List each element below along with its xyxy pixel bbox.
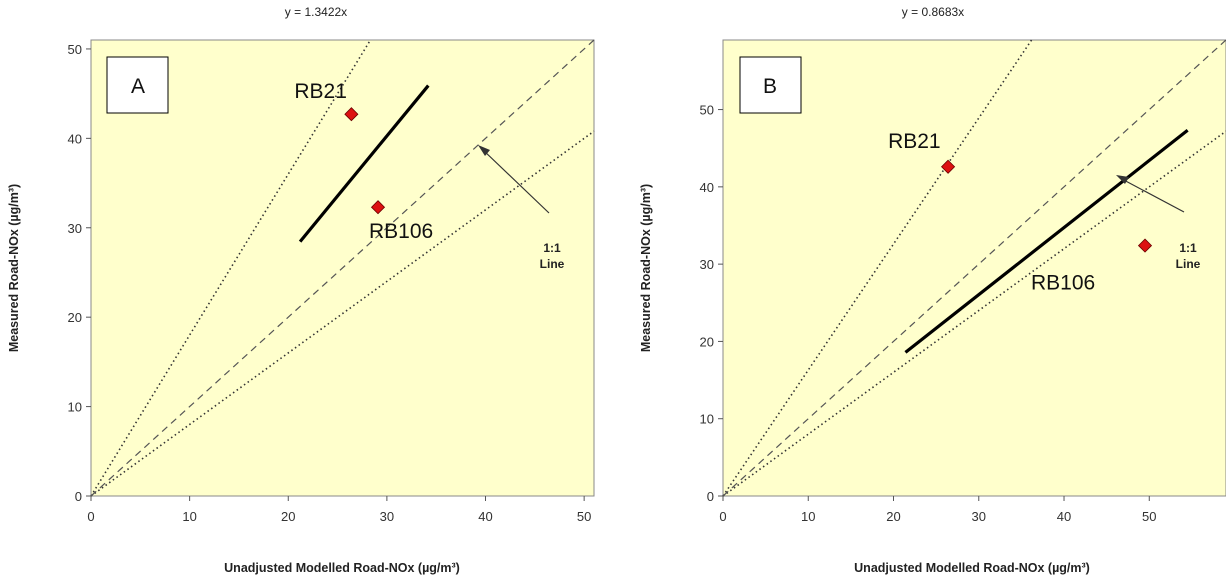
annotation-arrowhead-b bbox=[1116, 175, 1129, 184]
y-tick-label: 30 bbox=[700, 257, 714, 272]
y-axis-label-b: Measured Road-NOx (µg/m³) bbox=[639, 184, 653, 352]
x-ticks-b: 0 10 20 30 40 50 bbox=[719, 496, 1157, 524]
y-tick-label: 20 bbox=[68, 310, 82, 325]
y-tick-label: 10 bbox=[68, 400, 82, 415]
fit-line-b bbox=[904, 128, 1189, 354]
panel-label-box-a: A bbox=[106, 56, 169, 114]
y-ticks-b: 0 10 20 30 40 50 bbox=[700, 103, 723, 504]
x-tick-label: 50 bbox=[1142, 509, 1156, 524]
y-tick-label: 40 bbox=[68, 131, 82, 146]
one-to-one-label-line1-a: 1:1 bbox=[543, 241, 561, 255]
y-ticks-a: 0 10 20 30 40 50 bbox=[68, 42, 91, 504]
one-to-one-line-b bbox=[722, 39, 1226, 497]
x-tick-label: 50 bbox=[577, 509, 591, 524]
point-label-rb106-a: RB106 bbox=[369, 220, 433, 243]
x-tick-label: 40 bbox=[478, 509, 492, 524]
annotation-arrow-b bbox=[1119, 177, 1185, 213]
envelope-lower-line-b bbox=[722, 130, 1226, 497]
equation-label-a: y = 1.3422x bbox=[285, 5, 347, 19]
point-label-rb21-a: RB21 bbox=[294, 80, 347, 103]
data-points-b: RB21 RB106 bbox=[888, 130, 1153, 295]
y-axis-label-a: Measured Road-NOx (µg/m³) bbox=[7, 184, 21, 352]
x-tick-label: 0 bbox=[719, 509, 726, 524]
y-tick-label: 10 bbox=[700, 412, 714, 427]
panel-label-b: B bbox=[763, 75, 777, 98]
one-to-one-annotation-b: 1:1 Line bbox=[1116, 175, 1201, 271]
x-tick-label: 10 bbox=[182, 509, 196, 524]
one-to-one-label-line1-b: 1:1 bbox=[1179, 241, 1197, 255]
y-tick-label: 0 bbox=[707, 489, 714, 504]
x-ticks-a: 0 10 20 30 40 50 bbox=[87, 496, 591, 524]
x-tick-label: 40 bbox=[1057, 509, 1071, 524]
data-point-rb21-a bbox=[344, 107, 359, 122]
annotation-arrowhead-a bbox=[478, 145, 490, 156]
equation-label-b: y = 0.8683x bbox=[902, 5, 964, 19]
data-point-rb106-b bbox=[1137, 238, 1153, 253]
x-axis-label-b: Unadjusted Modelled Road-NOx (µg/m³) bbox=[854, 561, 1090, 575]
annotation-arrow-a bbox=[481, 148, 550, 214]
envelope-upper-line-b bbox=[722, 39, 1033, 497]
panel-label-a: A bbox=[131, 75, 145, 98]
y-tick-label: 0 bbox=[75, 489, 82, 504]
fit-line-a bbox=[298, 84, 430, 243]
envelope-lower-line-a bbox=[90, 130, 595, 497]
one-to-one-annotation-a: 1:1 Line bbox=[478, 145, 565, 271]
x-tick-label: 0 bbox=[87, 509, 94, 524]
x-tick-label: 30 bbox=[972, 509, 986, 524]
one-to-one-label-line2-a: Line bbox=[540, 257, 565, 271]
one-to-one-label-line2-b: Line bbox=[1176, 257, 1201, 271]
one-to-one-line-a bbox=[90, 39, 595, 497]
data-point-rb106-a bbox=[370, 200, 386, 215]
data-point-rb21-b bbox=[941, 159, 956, 174]
x-tick-label: 10 bbox=[801, 509, 815, 524]
y-tick-label: 30 bbox=[68, 221, 82, 236]
reference-lines-a bbox=[90, 39, 595, 497]
point-label-rb106-b: RB106 bbox=[1031, 272, 1095, 295]
y-tick-label: 40 bbox=[700, 180, 714, 195]
y-tick-label: 50 bbox=[68, 42, 82, 57]
envelope-upper-line-a bbox=[90, 39, 372, 497]
y-tick-label: 50 bbox=[700, 103, 714, 118]
x-tick-label: 20 bbox=[281, 509, 295, 524]
x-axis-label-a: Unadjusted Modelled Road-NOx (µg/m³) bbox=[224, 561, 460, 575]
x-tick-label: 20 bbox=[886, 509, 900, 524]
data-points-a: RB21 RB106 bbox=[294, 80, 433, 243]
panel-label-box-b: B bbox=[739, 56, 802, 114]
x-tick-label: 30 bbox=[380, 509, 394, 524]
panel-b: y = 0.8683x 0 10 20 30 40 50 0 10 20 30 40 50 RB21… bbox=[639, 5, 1226, 575]
panel-a: y = 1.3422x 0 10 20 30 40 50 0 10 20 30 40 50 RB21… bbox=[7, 5, 595, 575]
reference-lines-b bbox=[722, 39, 1226, 497]
point-label-rb21-b: RB21 bbox=[888, 130, 941, 153]
y-tick-label: 20 bbox=[700, 334, 714, 349]
